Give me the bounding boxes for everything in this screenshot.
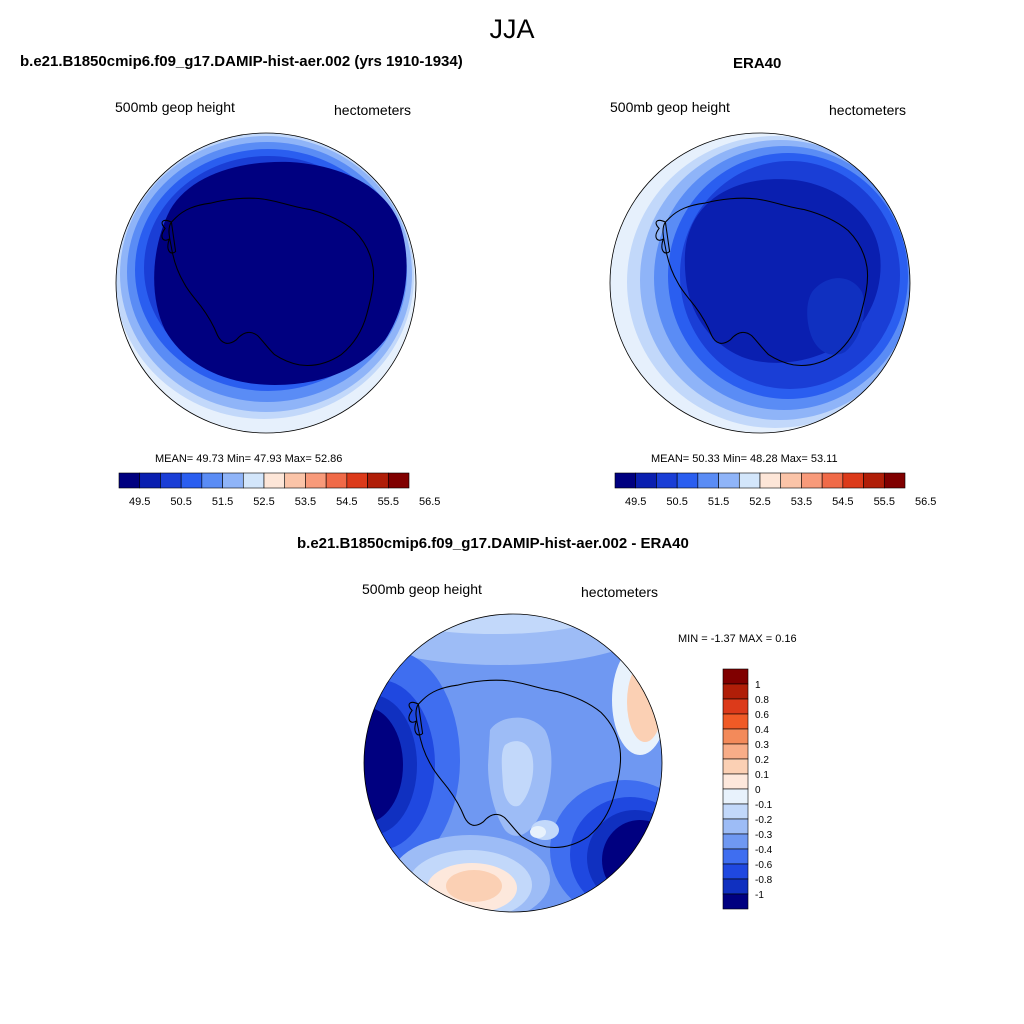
colorbar-swatch bbox=[759, 472, 782, 489]
obs-units-label: hectometers bbox=[829, 102, 907, 118]
colorbar-swatch bbox=[722, 818, 749, 835]
colorbar-tick-label: -0.4 bbox=[755, 845, 773, 856]
colorbar-tick-label: 49.5 bbox=[625, 496, 646, 508]
model-units-label: hectometers bbox=[334, 102, 412, 118]
colorbar-swatch bbox=[780, 472, 802, 489]
colorbar-swatch bbox=[222, 472, 244, 489]
colorbar-tick-label: 53.5 bbox=[791, 496, 812, 508]
diff-panel-title: b.e21.B1850cmip6.f09_g17.DAMIP-hist-aer.… bbox=[297, 535, 689, 552]
model-variable-label: 500mb geop height bbox=[115, 99, 235, 115]
colorbar-tick-label: 55.5 bbox=[874, 496, 895, 508]
colorbar-swatch bbox=[722, 668, 749, 685]
colorbar-swatch bbox=[722, 758, 749, 775]
colorbar-tick-label: 54.5 bbox=[832, 496, 853, 508]
diff-polar-map bbox=[363, 613, 663, 913]
colorbar-tick-label: 0.4 bbox=[755, 725, 769, 736]
colorbar-tick-label: 51.5 bbox=[212, 496, 233, 508]
colorbar-swatch bbox=[722, 743, 749, 760]
colorbar-swatch bbox=[656, 472, 678, 489]
colorbar-swatch bbox=[387, 472, 410, 489]
colorbar-tick-label: 0.6 bbox=[755, 710, 769, 721]
colorbar-tick-label: 0.2 bbox=[755, 755, 769, 766]
colorbar-tick-label: -1 bbox=[755, 890, 764, 901]
colorbar-swatch bbox=[118, 472, 141, 489]
colorbar-swatch bbox=[201, 472, 223, 489]
colorbar-swatch bbox=[284, 472, 306, 489]
colorbar-swatch bbox=[614, 472, 637, 489]
colorbar-swatch bbox=[635, 472, 657, 489]
colorbar-swatch bbox=[263, 472, 286, 489]
obs-panel-title: ERA40 bbox=[733, 55, 782, 72]
colorbar-tick-label: 49.5 bbox=[129, 496, 150, 508]
model-panel-title: b.e21.B1850cmip6.f09_g17.DAMIP-hist-aer.… bbox=[20, 53, 463, 70]
colorbar-swatch bbox=[722, 713, 749, 730]
colorbar-swatch bbox=[722, 698, 749, 715]
obs-stats: MEAN= 50.33 Min= 48.28 Max= 53.11 bbox=[651, 453, 838, 465]
colorbar-swatch bbox=[722, 848, 749, 865]
colorbar-swatch bbox=[718, 472, 740, 489]
colorbar-swatch bbox=[722, 863, 749, 880]
obs-colorbar: 49.5 50.5 51.5 52.5 53.5 54.5 55.5 56.5 bbox=[614, 472, 936, 508]
colorbar-tick-label: 55.5 bbox=[378, 496, 399, 508]
colorbar-swatch bbox=[722, 878, 749, 895]
colorbar-tick-label: 54.5 bbox=[336, 496, 357, 508]
colorbar-tick-label: 53.5 bbox=[295, 496, 316, 508]
colorbar-tick-label: -0.8 bbox=[755, 875, 773, 886]
colorbar-swatch bbox=[722, 833, 749, 850]
colorbar-swatch bbox=[883, 472, 906, 489]
colorbar-swatch bbox=[722, 893, 749, 910]
diff-colorbar: 1 0.8 0.6 0.4 0.3 0.2 0.1 0 -0.1 -0.2 -0.3 -0.4 -0.6… bbox=[722, 668, 773, 910]
colorbar-swatch bbox=[139, 472, 161, 489]
colorbar-tick-label: 56.5 bbox=[915, 496, 936, 508]
colorbar-tick-label: 56.5 bbox=[419, 496, 440, 508]
colorbar-tick-label: 52.5 bbox=[749, 496, 770, 508]
colorbar-tick-label: -0.2 bbox=[755, 815, 773, 826]
colorbar-tick-label: 52.5 bbox=[253, 496, 274, 508]
colorbar-swatch bbox=[367, 472, 389, 489]
colorbar-swatch bbox=[697, 472, 719, 489]
colorbar-tick-label: 0.3 bbox=[755, 740, 769, 751]
model-colorbar: 49.5 50.5 51.5 52.5 53.5 54.5 55.5 56.5 bbox=[118, 472, 440, 508]
colorbar-tick-label: 0.1 bbox=[755, 770, 769, 781]
colorbar-swatch bbox=[722, 773, 749, 790]
colorbar-swatch bbox=[180, 472, 203, 489]
colorbar-tick-label: 51.5 bbox=[708, 496, 729, 508]
diff-variable-label: 500mb geop height bbox=[362, 581, 482, 597]
colorbar-tick-label: 50.5 bbox=[170, 496, 191, 508]
obs-variable-label: 500mb geop height bbox=[610, 99, 730, 115]
colorbar-swatch bbox=[863, 472, 885, 489]
colorbar-tick-label: -0.1 bbox=[755, 800, 773, 811]
diff-stats: MIN = -1.37 MAX = 0.16 bbox=[678, 633, 797, 645]
colorbar-swatch bbox=[722, 788, 749, 805]
colorbar-swatch bbox=[722, 728, 749, 745]
model-polar-map bbox=[115, 132, 417, 434]
colorbar-swatch bbox=[821, 472, 844, 489]
colorbar-swatch bbox=[160, 472, 182, 489]
diff-units-label: hectometers bbox=[581, 584, 659, 600]
colorbar-swatch bbox=[722, 683, 749, 700]
model-stats: MEAN= 49.73 Min= 47.93 Max= 52.86 bbox=[155, 453, 343, 465]
colorbar-swatch bbox=[676, 472, 699, 489]
colorbar-swatch bbox=[325, 472, 348, 489]
colorbar-tick-label: 1 bbox=[755, 680, 761, 691]
colorbar-swatch bbox=[738, 472, 761, 489]
colorbar-swatch bbox=[305, 472, 327, 489]
colorbar-tick-label: 0 bbox=[755, 785, 761, 796]
colorbar-swatch bbox=[801, 472, 823, 489]
colorbar-swatch bbox=[842, 472, 864, 489]
colorbar-tick-label: -0.3 bbox=[755, 830, 773, 841]
colorbar-tick-label: 0.8 bbox=[755, 695, 769, 706]
colorbar-swatch bbox=[722, 803, 749, 820]
colorbar-swatch bbox=[242, 472, 265, 489]
figure-title: JJA bbox=[489, 14, 535, 44]
colorbar-swatch bbox=[346, 472, 368, 489]
colorbar-tick-label: 50.5 bbox=[666, 496, 687, 508]
obs-polar-map bbox=[609, 132, 911, 434]
colorbar-tick-label: -0.6 bbox=[755, 860, 773, 871]
